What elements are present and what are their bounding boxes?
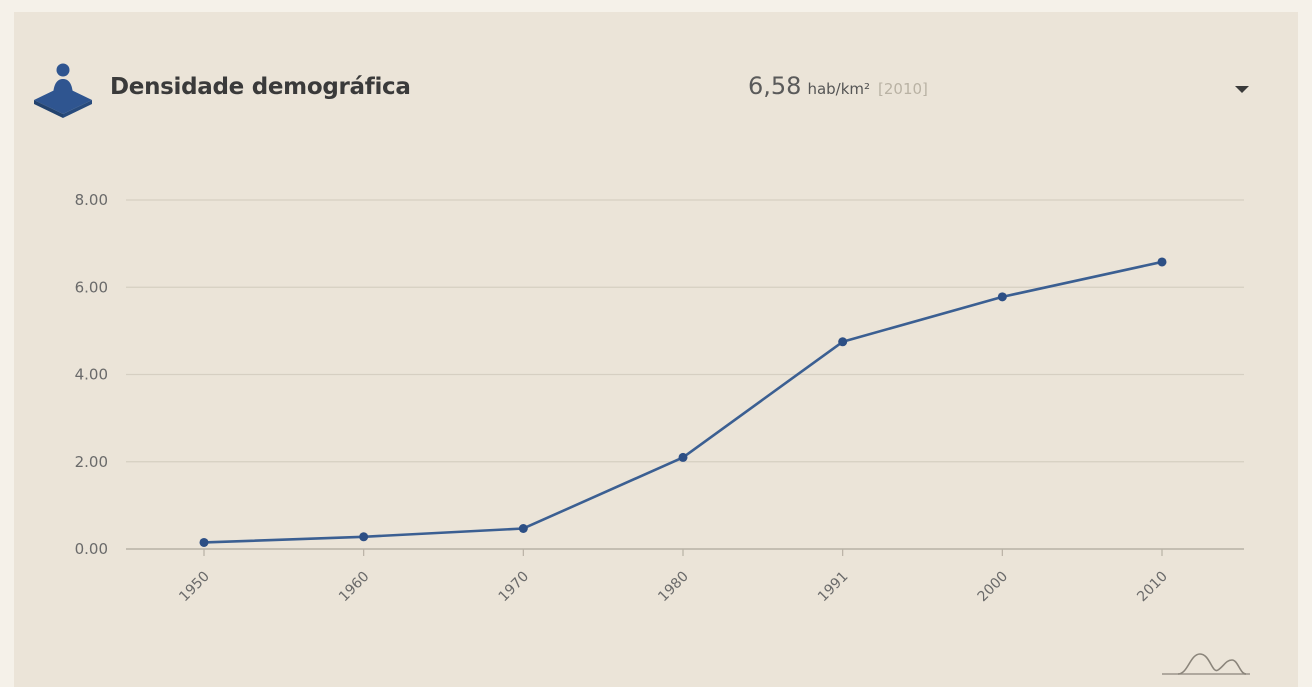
- data-point: [678, 452, 688, 462]
- x-tick-label: 2010: [1134, 569, 1171, 606]
- y-tick-label: 0.00: [75, 540, 108, 558]
- headline-value: 6,58: [748, 72, 802, 100]
- indicator-card: Densidade demográfica 6,58 hab/km² [2010] …: [14, 12, 1298, 687]
- y-tick-label: 4.00: [75, 366, 108, 384]
- indicator-title: Densidade demográfica: [110, 74, 411, 100]
- x-tick-label: 1970: [496, 569, 533, 606]
- headline-unit: hab/km²: [807, 80, 871, 98]
- area-chart-toggle-icon: [1162, 653, 1250, 675]
- expand-dropdown-button[interactable]: [1230, 80, 1254, 100]
- line-chart: 0.00 2.00 4.00 6.00 8.00 1950 1960 1970 1980 1991…: [75, 191, 1244, 606]
- chart-type-toggle-button[interactable]: [1160, 646, 1252, 680]
- data-point: [359, 532, 369, 542]
- data-point: [518, 523, 528, 533]
- headline-figure: 6,58 hab/km² [2010]: [748, 72, 928, 100]
- caret-down-icon: [1235, 86, 1249, 93]
- x-tick-label: 1950: [176, 569, 213, 606]
- population-icon: [34, 63, 92, 118]
- data-point: [1157, 257, 1167, 267]
- card-header: Densidade demográfica 6,58 hab/km² [2010]: [14, 12, 1298, 162]
- series-line: [203, 260, 1163, 544]
- y-tick-label: 8.00: [75, 191, 108, 209]
- y-tick-label: 2.00: [75, 453, 108, 471]
- x-tick-label: 2000: [975, 569, 1012, 606]
- x-tick-label: 1960: [336, 569, 373, 606]
- headline-year: [2010]: [878, 80, 928, 98]
- y-tick-label: 6.00: [75, 278, 108, 296]
- data-point: [199, 537, 209, 547]
- data-point: [997, 292, 1007, 302]
- data-point: [838, 337, 848, 347]
- x-tick-label: 1991: [815, 569, 852, 606]
- x-tick-label: 1980: [655, 569, 692, 606]
